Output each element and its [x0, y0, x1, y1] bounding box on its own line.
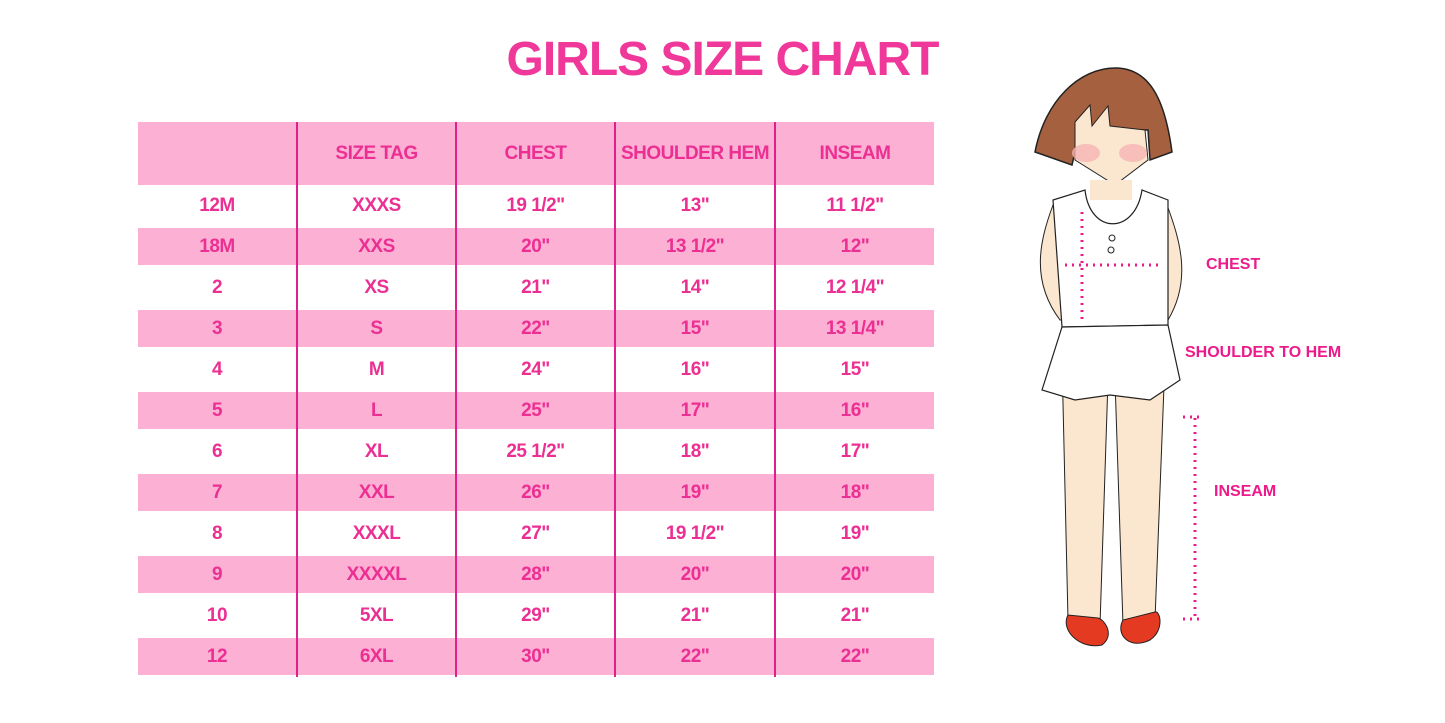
header-cell: INSEAM — [774, 122, 934, 185]
table-cell: 21" — [614, 595, 775, 636]
table-row: 12 6XL 30" 22" 22" — [138, 636, 934, 677]
table-cell: 16" — [614, 349, 775, 390]
table-cell: 6 — [211, 440, 223, 462]
size-chart-table: SIZE TAG CHEST SHOULDER HEM INSEAM 12M XX… — [138, 122, 934, 677]
table-cell: 28" — [455, 554, 615, 595]
table-cell: 10 — [206, 604, 228, 626]
table-cell: 12" — [774, 226, 934, 267]
table-cell: 22" — [774, 636, 934, 677]
table-cell: 11 1/2" — [774, 185, 934, 226]
table-cell: 13 1/2" — [614, 226, 775, 267]
table-cell: 20" — [774, 554, 934, 595]
table-cell: XS — [296, 267, 456, 308]
table-cell: 20" — [455, 226, 615, 267]
table-cell: 19" — [774, 513, 934, 554]
table-cell: 17" — [614, 390, 775, 431]
table-cell: 7 — [138, 472, 297, 513]
table-cell: 26" — [455, 472, 615, 513]
inseam-label: INSEAM — [1214, 483, 1277, 500]
table-cell: 27" — [455, 513, 615, 554]
table-cell: 20" — [614, 554, 775, 595]
header-cell: CHEST — [455, 122, 615, 185]
table-cell: 13 1/4" — [774, 308, 934, 349]
table-row: 9 XXXXL 28" 20" 20" — [138, 554, 934, 595]
table-row: 8 XXXL 27" 19 1/2" 19" — [138, 513, 934, 554]
header-cell: SHOULDER HEM — [614, 122, 775, 185]
table-cell: 5 — [138, 390, 297, 431]
table-cell: 18" — [774, 472, 934, 513]
table-cell: 22" — [455, 308, 615, 349]
table-row: 12M XXXS 19 1/2" 13" 11 1/2" — [138, 185, 934, 226]
table-cell: 16" — [774, 390, 934, 431]
table-cell: XXXS — [296, 185, 456, 226]
page-title: GIRLS SIZE CHART — [506, 33, 939, 86]
table-cell: 25" — [455, 390, 615, 431]
table-cell: 25 1/2" — [455, 431, 615, 472]
table-cell: XXXL — [296, 513, 456, 554]
table-cell: 21" — [455, 267, 615, 308]
table-cell: 19" — [614, 472, 775, 513]
table-row: 5 L 25" 17" 16" — [138, 390, 934, 431]
table-cell: 12 1/4" — [774, 267, 934, 308]
table-cell: 8 — [211, 522, 223, 544]
header-cell: SIZE TAG — [296, 122, 456, 185]
table-cell: 17" — [774, 431, 934, 472]
table-cell: 18M — [138, 226, 297, 267]
header-row: SIZE TAG CHEST SHOULDER HEM INSEAM — [138, 122, 934, 185]
table-cell: 18" — [614, 431, 775, 472]
table-cell: 14" — [614, 267, 775, 308]
table-cell: 6XL — [296, 636, 456, 677]
table-cell: S — [296, 308, 456, 349]
table-cell: 15" — [614, 308, 775, 349]
table-cell: 21" — [774, 595, 934, 636]
table-cell: 12 — [138, 636, 297, 677]
table-cell: 15" — [774, 349, 934, 390]
chest-label: CHEST — [1206, 256, 1261, 273]
table-cell: 12M — [199, 194, 235, 216]
shoulder-to-hem-label: SHOULDER TO HEM — [1185, 344, 1342, 361]
table-cell: XXS — [296, 226, 456, 267]
table-row: 10 5XL 29" 21" 21" — [138, 595, 934, 636]
table-cell: XXXXL — [296, 554, 456, 595]
header-cell — [138, 122, 297, 185]
table-cell: 30" — [455, 636, 615, 677]
table-cell: 29" — [455, 595, 615, 636]
table-cell: 24" — [455, 349, 615, 390]
girl-figure-icon — [1034, 67, 1202, 647]
table-row: 2 XS 21" 14" 12 1/4" — [138, 267, 934, 308]
girl-illustration: CHEST SHOULDER TO HEM INSEAM — [1020, 60, 1380, 665]
table-row: 7 XXL 26" 19" 18" — [138, 472, 934, 513]
table-cell: 13" — [614, 185, 775, 226]
table-cell: L — [296, 390, 456, 431]
table-cell: XL — [296, 431, 456, 472]
table-cell: 5XL — [296, 595, 456, 636]
table-cell: 4 — [211, 358, 223, 380]
table-cell: 3 — [138, 308, 297, 349]
table-cell: XXL — [296, 472, 456, 513]
table-row: 4 M 24" 16" 15" — [138, 349, 934, 390]
table-row: 6 XL 25 1/2" 18" 17" — [138, 431, 934, 472]
table-cell: 19 1/2" — [455, 185, 615, 226]
table-cell: M — [296, 349, 456, 390]
table-row: 18M XXS 20" 13 1/2" 12" — [138, 226, 934, 267]
table-row: 3 S 22" 15" 13 1/4" — [138, 308, 934, 349]
table-cell: 22" — [614, 636, 775, 677]
table-cell: 9 — [138, 554, 297, 595]
table-cell: 2 — [211, 276, 223, 298]
table-cell: 19 1/2" — [614, 513, 775, 554]
